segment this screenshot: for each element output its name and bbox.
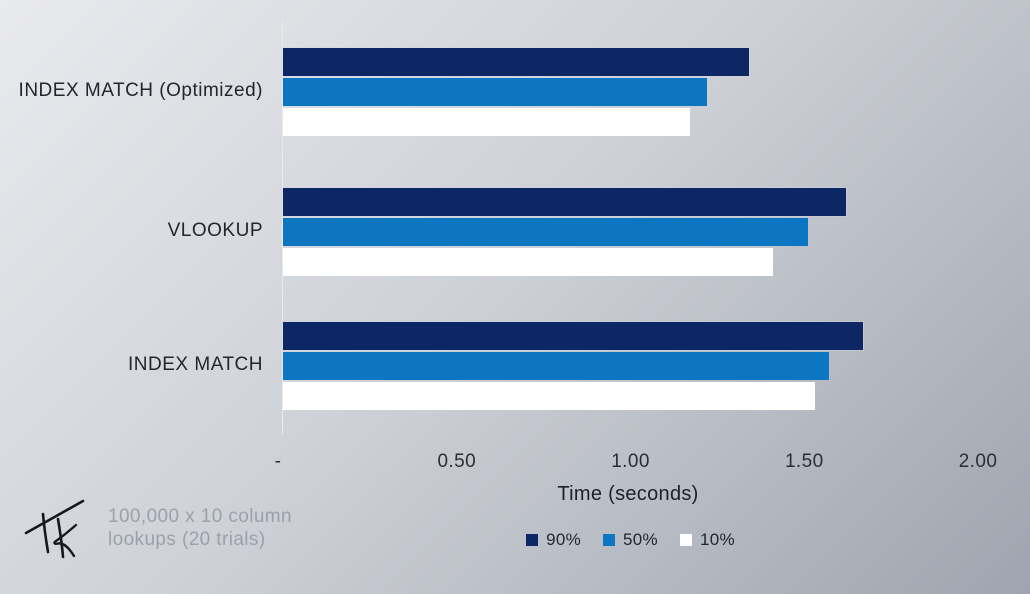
x-tick-label: - bbox=[274, 451, 282, 472]
x-axis-title: Time (seconds) bbox=[557, 483, 699, 505]
legend: 90% 50% 10% bbox=[283, 530, 978, 550]
legend-swatch-icon bbox=[603, 534, 616, 546]
chart-footnote: 100,000 x 10 column lookups (20 trials) bbox=[108, 505, 292, 551]
bar bbox=[283, 78, 707, 106]
footnote-line-1: 100,000 x 10 column bbox=[108, 506, 292, 527]
legend-swatch-icon bbox=[679, 534, 692, 546]
signature-mark bbox=[24, 499, 85, 559]
legend-item: 90% bbox=[526, 530, 581, 550]
x-tick-label: 1.50 bbox=[784, 451, 824, 472]
bar bbox=[283, 108, 690, 136]
legend-label: 90% bbox=[546, 530, 582, 549]
bar bbox=[283, 218, 808, 246]
x-tick-label: 2.00 bbox=[958, 451, 998, 472]
legend-item: 50% bbox=[603, 530, 658, 550]
x-tick-label: 0.50 bbox=[437, 451, 477, 472]
bar bbox=[283, 48, 749, 76]
category-label: VLOOKUP bbox=[167, 220, 263, 241]
footnote-line-2: lookups (20 trials) bbox=[108, 529, 266, 550]
legend-label: 50% bbox=[623, 530, 658, 549]
legend-swatch-icon bbox=[526, 534, 539, 546]
legend-label: 10% bbox=[699, 530, 735, 549]
bar bbox=[283, 322, 863, 350]
bar bbox=[283, 188, 846, 216]
category-label: INDEX MATCH (Optimized) bbox=[18, 80, 263, 101]
category-label: INDEX MATCH bbox=[128, 354, 263, 375]
bar bbox=[283, 248, 773, 276]
x-tick-label: 1.00 bbox=[611, 451, 650, 472]
legend-item: 10% bbox=[679, 530, 735, 550]
bar bbox=[283, 352, 829, 380]
bar bbox=[283, 382, 815, 410]
y-axis-line bbox=[282, 20, 283, 434]
